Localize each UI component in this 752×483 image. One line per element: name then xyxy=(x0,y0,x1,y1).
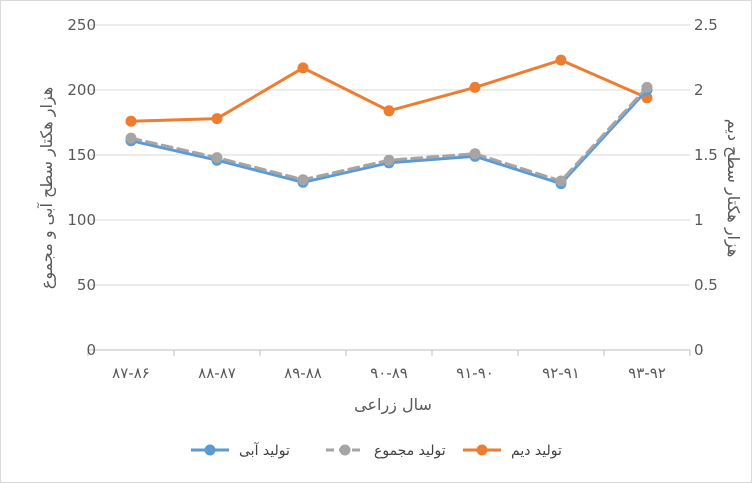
data-point xyxy=(383,154,395,166)
data-point xyxy=(383,105,395,117)
data-point xyxy=(211,152,223,164)
data-point xyxy=(555,54,567,66)
x-tick-label: ۹۰-۸۹ xyxy=(370,364,408,382)
left-tick-label: 100 xyxy=(67,211,96,229)
data-point xyxy=(297,62,309,74)
x-tick-label: ۸۸-۸۷ xyxy=(198,364,236,382)
data-point xyxy=(125,132,137,144)
gridlines xyxy=(87,24,691,356)
x-tick-label: ۹۲-۹۱ xyxy=(542,364,580,382)
data-point xyxy=(297,174,309,186)
legend-label: تولید آبی xyxy=(239,442,290,459)
left-tick-label: 0 xyxy=(86,341,96,359)
right-tick-label: 2.5 xyxy=(694,16,718,34)
left-tick-label: 200 xyxy=(67,81,96,99)
x-tick-label: ۸۹-۸۸ xyxy=(284,364,322,382)
x-axis-title: سال زراعی xyxy=(354,395,432,415)
data-point xyxy=(469,148,481,160)
data-point xyxy=(469,81,481,93)
left-tick-label: 150 xyxy=(67,146,96,164)
right-axis-ticks: 0 0.5 1 1.5 2 2.5 xyxy=(694,16,718,359)
right-tick-label: 1.5 xyxy=(694,146,718,164)
left-tick-label: 50 xyxy=(77,276,96,294)
legend-label: تولید مجموع xyxy=(374,443,446,459)
right-tick-label: 1 xyxy=(694,211,704,229)
legend-marker xyxy=(204,444,216,456)
right-tick-label: 2 xyxy=(694,81,704,99)
left-axis-ticks: 0 50 100 150 200 250 xyxy=(67,16,96,359)
data-point xyxy=(641,81,653,93)
x-tick-label: ۸۷-۸۶ xyxy=(112,364,150,382)
right-tick-label: 0.5 xyxy=(694,276,718,294)
x-axis-ticks: ۸۷-۸۶ ۸۸-۸۷ ۸۹-۸۸ ۹۰-۸۹ ۹۱-۹۰ ۹۲-۹۱ ۹۳-۹۲ xyxy=(112,364,666,382)
left-axis-title: هزار هکتار سطح آبی و مجموع xyxy=(37,87,57,289)
x-tick-label: ۹۱-۹۰ xyxy=(456,364,494,382)
data-point xyxy=(555,175,567,187)
series-group xyxy=(125,54,653,190)
right-tick-label: 0 xyxy=(694,341,704,359)
legend-marker xyxy=(476,444,488,456)
x-tick-label: ۹۳-۹۲ xyxy=(628,364,666,382)
data-point xyxy=(125,115,137,127)
legend-marker xyxy=(339,444,351,456)
legend: تولید دیم تولید مجموع تولید آبی xyxy=(191,442,562,459)
legend-label: تولید دیم xyxy=(511,443,562,459)
right-axis-title: هزار هکتار سطح دیم xyxy=(723,119,743,257)
data-point xyxy=(211,113,223,125)
left-tick-label: 250 xyxy=(67,16,96,34)
